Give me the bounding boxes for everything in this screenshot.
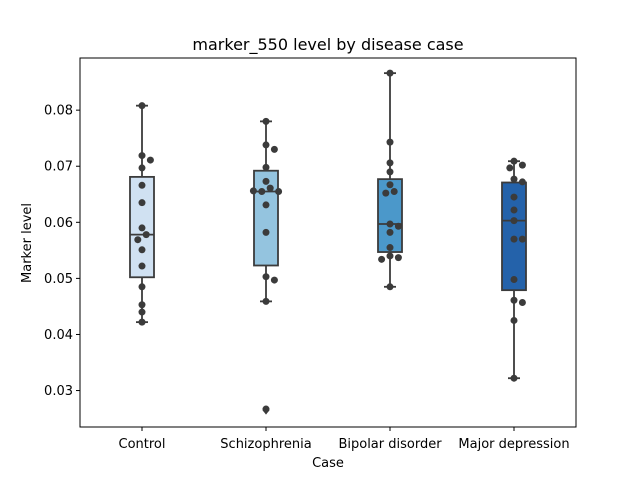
data-point (134, 236, 142, 244)
data-point (262, 141, 270, 149)
data-point (386, 244, 394, 252)
data-point (518, 299, 526, 307)
y-tick-label: 0.05 (44, 272, 73, 287)
data-point (249, 187, 257, 195)
y-tick-label: 0.07 (44, 160, 73, 175)
data-point (510, 193, 518, 201)
data-point (262, 273, 270, 281)
data-point (390, 187, 398, 195)
data-point (266, 184, 274, 192)
y-tick-label: 0.03 (44, 384, 73, 399)
data-point (138, 308, 146, 316)
data-point (386, 283, 394, 291)
data-point (506, 164, 514, 172)
data-point (262, 297, 270, 305)
data-point (270, 276, 278, 284)
data-point (510, 296, 518, 304)
data-point (510, 276, 518, 284)
data-point (510, 217, 518, 225)
data-point (262, 405, 270, 413)
x-tick-label: Schizophrenia (220, 437, 311, 452)
data-point (378, 255, 386, 263)
data-point (275, 187, 283, 195)
x-axis-title: Case (312, 456, 344, 471)
data-point (386, 228, 394, 236)
data-point (262, 163, 270, 171)
data-point (146, 156, 154, 164)
data-point (386, 159, 394, 167)
data-point (386, 69, 394, 77)
box-3 (377, 178, 403, 253)
data-point (518, 161, 526, 169)
data-point (138, 152, 146, 160)
data-point (138, 181, 146, 189)
y-tick-label: 0.04 (44, 328, 73, 343)
data-point (510, 157, 518, 165)
data-point (510, 374, 518, 382)
data-point (262, 117, 270, 125)
data-point (510, 175, 518, 183)
data-point (386, 252, 394, 260)
plot-frame (79, 57, 577, 428)
x-tick-label: Bipolar disorder (338, 437, 442, 452)
box-2 (253, 169, 279, 267)
chart-title: marker_550 level by disease case (192, 35, 463, 55)
data-point (382, 189, 390, 197)
data-point (510, 235, 518, 243)
data-point (138, 199, 146, 207)
y-tick-label: 0.08 (44, 104, 73, 119)
data-point (262, 201, 270, 209)
data-point (518, 235, 526, 243)
data-point (138, 301, 146, 309)
y-tick-label: 0.06 (44, 216, 73, 231)
data-point (270, 145, 278, 153)
data-point (510, 206, 518, 214)
data-point (518, 178, 526, 186)
data-point (394, 222, 402, 230)
data-point (138, 164, 146, 172)
data-point (394, 254, 402, 262)
data-point (258, 187, 266, 195)
data-point (138, 224, 146, 232)
data-point (386, 138, 394, 146)
data-point (138, 102, 146, 110)
data-point (262, 177, 270, 185)
x-tick-label: Major depression (458, 437, 569, 452)
y-axis-title: Marker level (20, 203, 35, 283)
x-tick-label: Control (119, 437, 166, 452)
data-point (142, 231, 150, 239)
data-point (510, 316, 518, 324)
data-point (138, 283, 146, 291)
data-point (386, 168, 394, 176)
data-point (138, 262, 146, 270)
data-point (138, 246, 146, 254)
data-point (386, 220, 394, 228)
data-point (386, 181, 394, 189)
data-point (262, 228, 270, 236)
data-point (138, 318, 146, 326)
